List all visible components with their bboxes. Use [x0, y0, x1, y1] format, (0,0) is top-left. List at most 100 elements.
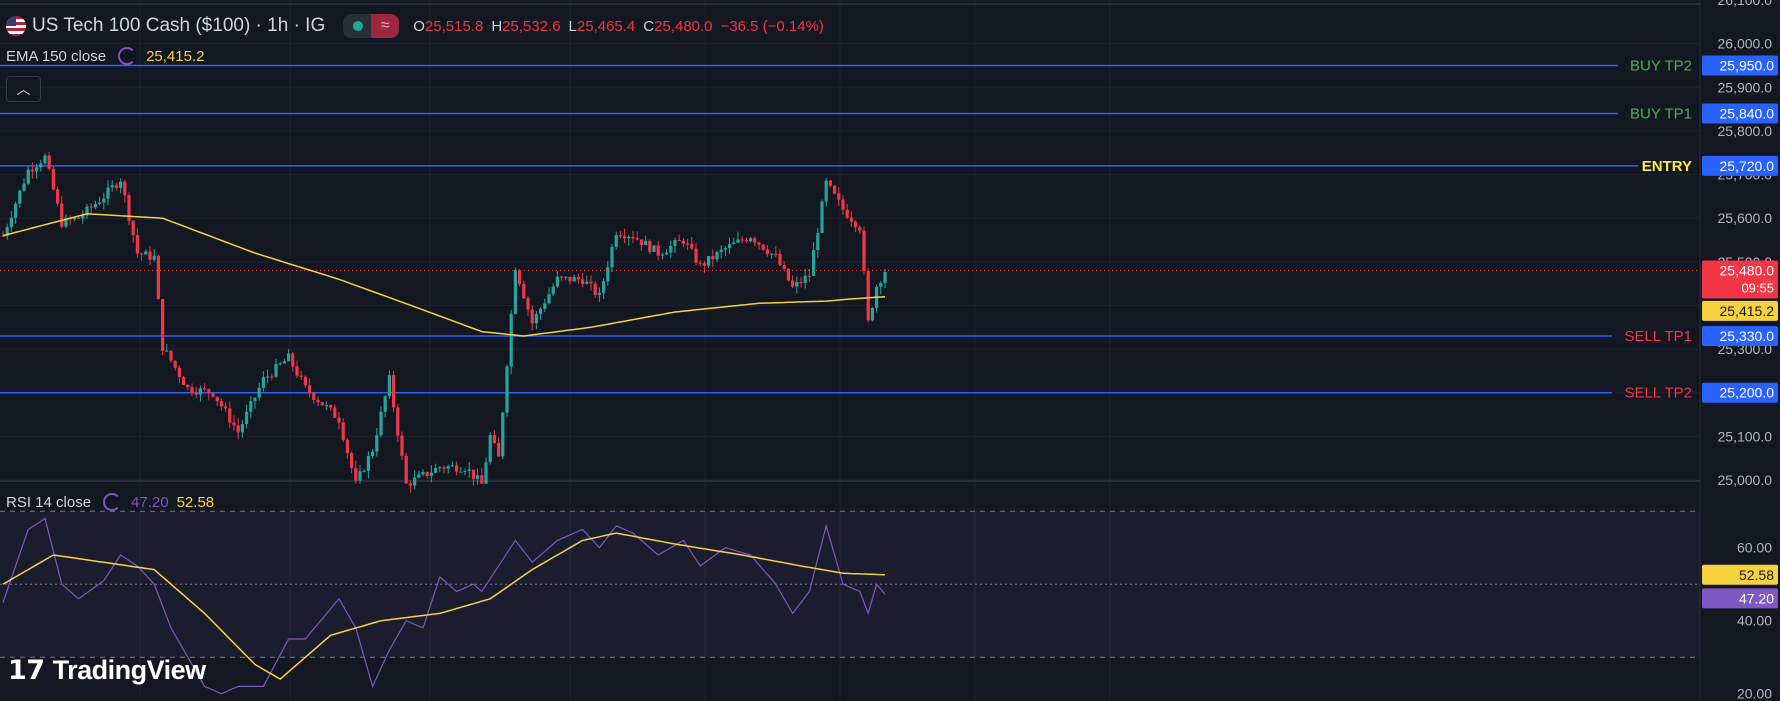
- candle-body: [736, 239, 740, 243]
- candle-body: [417, 474, 421, 478]
- candle-body: [572, 277, 576, 282]
- candle-body: [173, 360, 177, 368]
- rsi-ma-value-tag-text: 52.58: [1739, 567, 1774, 583]
- candle-body: [341, 422, 345, 440]
- candle-body: [589, 281, 593, 284]
- candle-body: [228, 408, 232, 423]
- level-price-tag-text: 25,200.0: [1720, 385, 1775, 401]
- level-price-tag-text: 25,330.0: [1720, 328, 1775, 344]
- candle-body: [182, 377, 186, 385]
- candle-body: [253, 397, 257, 402]
- rsi-legend[interactable]: RSI 14 close 47.20 52.58: [6, 493, 214, 511]
- candle-body: [467, 469, 471, 471]
- candle-body: [354, 468, 358, 481]
- candle-body: [26, 169, 30, 184]
- candle-body: [824, 180, 828, 202]
- candle-body: [156, 255, 160, 300]
- price-tick-label: 25,600.0: [1718, 210, 1773, 226]
- candle-body: [303, 376, 307, 386]
- candle-body: [799, 281, 803, 283]
- candle-body: [22, 183, 26, 191]
- level-name-label: SELL TP2: [1624, 385, 1692, 402]
- candle-body: [660, 254, 664, 256]
- price-tick-label: 25,900.0: [1718, 79, 1773, 95]
- refresh-icon: [118, 47, 137, 65]
- candle-body: [446, 466, 450, 469]
- candle-body: [177, 367, 181, 378]
- candle-body: [30, 169, 34, 172]
- candle-body: [106, 187, 110, 199]
- candle-body: [749, 238, 753, 242]
- ema-line: [2, 213, 886, 337]
- rsi-legend-label: RSI 14 close: [6, 493, 92, 511]
- candle-body: [274, 364, 278, 377]
- candle-body: [795, 281, 799, 287]
- candle-body: [673, 240, 677, 246]
- candle-body: [581, 279, 585, 284]
- candle-body: [291, 353, 295, 367]
- candle-body: [841, 199, 845, 210]
- candle-body: [308, 385, 312, 393]
- candle-body: [64, 217, 68, 227]
- candle-body: [119, 181, 123, 188]
- candle-body: [765, 249, 769, 255]
- rsi-value-tag-bg: [1702, 588, 1778, 609]
- ohlc-low: 25,465.4: [576, 17, 636, 35]
- ohlc-key: H: [491, 17, 503, 35]
- candle-body: [455, 465, 459, 472]
- symbol-header: US Tech 100 Cash ($100) · 1h · IG ≈ O 25,…: [6, 14, 824, 38]
- candle-body: [140, 253, 144, 255]
- refresh-icon: [103, 493, 122, 511]
- candle-body: [429, 472, 433, 476]
- candle-body: [56, 189, 60, 204]
- candle-body: [257, 387, 261, 398]
- rsi-ma-line: [2, 532, 886, 681]
- level-price-tag-bg: [1702, 155, 1778, 176]
- ema-legend[interactable]: EMA 150 close 25,415.2: [6, 47, 204, 65]
- level-name-label: BUY TP1: [1630, 105, 1692, 122]
- price-axis-labels: 25,950.0 25,840.0 25,720.0 25,330.0 25,200.0…: [1702, 55, 1778, 609]
- last-price-tag: 25,480.0 09:55: [1702, 260, 1778, 299]
- candle-body: [639, 239, 643, 245]
- candle-body: [165, 350, 169, 352]
- candle-body: [72, 217, 76, 220]
- candle-body: [161, 299, 165, 351]
- candle-body: [862, 230, 866, 272]
- candle-body: [715, 252, 719, 260]
- candle-body: [324, 405, 328, 407]
- level-price-tag: 25,720.0: [1702, 155, 1778, 176]
- candle-body: [782, 265, 786, 269]
- candle-body: [543, 303, 547, 309]
- candle-body: [509, 313, 513, 367]
- ohlc-key: L: [568, 17, 577, 35]
- candle-body: [568, 276, 572, 282]
- candle-body: [576, 277, 580, 280]
- candle-body: [89, 206, 93, 208]
- candle-body: [114, 185, 118, 188]
- level-price-tag: 25,200.0: [1702, 382, 1778, 403]
- level-name-label: ENTRY: [1642, 158, 1692, 175]
- candle-body: [404, 455, 408, 484]
- candle-body: [81, 215, 85, 219]
- candle-body: [383, 396, 387, 412]
- candle-body: [492, 435, 496, 443]
- level-lines: BUY TP2 BUY TP1 ENTRY SELL TP1 SELL TP2: [0, 57, 1700, 402]
- level-price-tag: 25,330.0: [1702, 326, 1778, 346]
- candle-body: [219, 401, 223, 407]
- symbol-title[interactable]: US Tech 100 Cash ($100) · 1h · IG: [32, 15, 326, 36]
- collapse-legend-button[interactable]: ︿: [6, 76, 41, 102]
- candle-body: [681, 240, 685, 244]
- rsi-tick-label: 40.00: [1737, 613, 1772, 629]
- candle-body: [866, 271, 870, 321]
- candle-body: [362, 470, 366, 472]
- candle-body: [677, 240, 681, 242]
- level-price-tag-bg: [1702, 103, 1778, 124]
- candle-body: [585, 281, 589, 284]
- candle-body: [833, 185, 837, 194]
- tradingview-logo[interactable]: 𝟭𝟳 TradingView: [8, 655, 206, 686]
- candle-body: [786, 268, 790, 281]
- market-status-pill[interactable]: ≈: [343, 14, 400, 38]
- ema-legend-value: 25,415.2: [146, 47, 205, 65]
- candle-body: [870, 307, 874, 321]
